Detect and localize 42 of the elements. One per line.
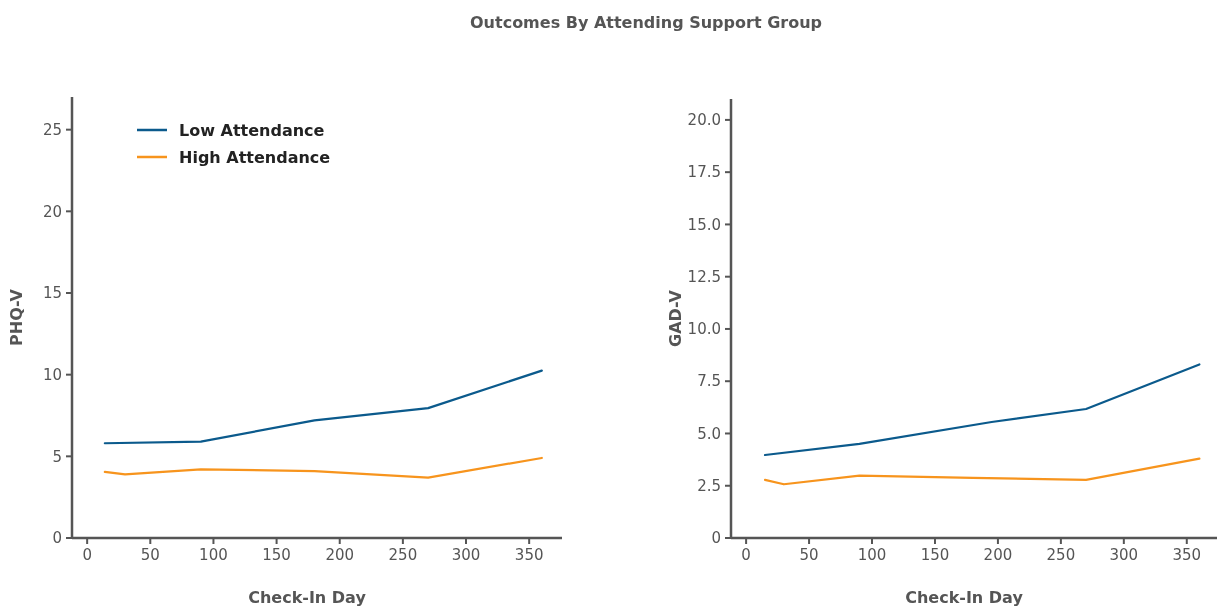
- x-tick-label: 200: [325, 546, 355, 564]
- y-tick-label: 5: [52, 447, 62, 466]
- y-tick-label: 25: [42, 120, 62, 139]
- y-tick-label: 5.0: [697, 424, 721, 443]
- x-tick-label: 250: [388, 546, 418, 564]
- x-tick-label: 350: [514, 546, 544, 564]
- y-tick-label: 20.0: [687, 111, 721, 130]
- x-axis-title: Check-In Day: [905, 588, 1024, 607]
- x-tick-label: 100: [857, 546, 887, 564]
- x-tick-label: 200: [983, 546, 1013, 564]
- x-tick-label: 250: [1046, 546, 1076, 564]
- x-tick-label: 0: [741, 546, 751, 564]
- x-tick-label: 150: [920, 546, 950, 564]
- y-tick-label: 0: [711, 529, 721, 548]
- y-tick-label: 17.5: [687, 163, 721, 182]
- y-tick-label: 12.5: [687, 267, 721, 286]
- legend-label: Low Attendance: [179, 120, 325, 140]
- y-tick-label: 15.0: [687, 215, 721, 234]
- x-tick-label: 300: [1109, 546, 1139, 564]
- line-series: [103, 369, 543, 445]
- x-tick-label: 50: [140, 546, 160, 564]
- line-series: [763, 457, 1201, 486]
- y-axis-title: GAD-V: [666, 289, 685, 347]
- x-tick-label: 150: [262, 546, 291, 564]
- y-tick-label: 15: [42, 284, 62, 303]
- y-tick-label: 7.5: [697, 372, 721, 391]
- line-series: [103, 456, 543, 479]
- x-tick-label: 350: [1172, 546, 1202, 564]
- y-tick-label: 20: [42, 202, 62, 221]
- text: Outcomes By Attending Support Group: [470, 13, 822, 32]
- legend-label: High Attendance: [179, 147, 331, 167]
- y-axis-title: PHQ-V: [7, 288, 26, 346]
- x-tick-label: 0: [82, 546, 92, 564]
- line-series: [763, 363, 1201, 457]
- x-tick-label: 300: [451, 546, 481, 564]
- y-tick-label: 10: [42, 365, 62, 384]
- y-tick-label: 2.5: [697, 476, 721, 495]
- x-tick-label: 50: [799, 546, 819, 564]
- y-tick-label: 10.0: [687, 320, 721, 339]
- x-tick-label: 100: [199, 546, 228, 564]
- y-tick-label: 0: [52, 529, 62, 548]
- x-axis-title: Check-In Day: [248, 588, 367, 607]
